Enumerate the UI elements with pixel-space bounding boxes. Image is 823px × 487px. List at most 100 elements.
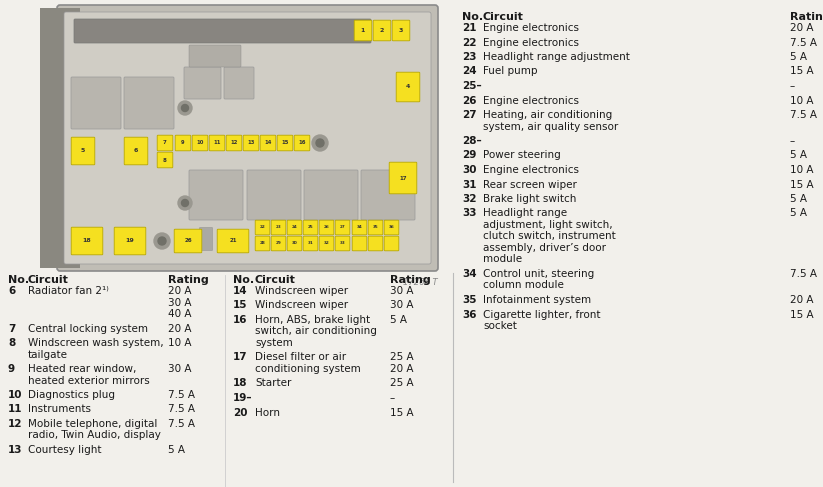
Text: clutch switch, instrument: clutch switch, instrument	[483, 231, 616, 242]
Text: 13: 13	[8, 445, 22, 455]
Text: adjustment, light switch,: adjustment, light switch,	[483, 220, 612, 230]
Text: 18: 18	[82, 239, 91, 244]
FancyBboxPatch shape	[304, 170, 358, 220]
Text: 25 A: 25 A	[390, 378, 414, 389]
FancyBboxPatch shape	[384, 236, 399, 251]
FancyBboxPatch shape	[209, 135, 225, 151]
Text: 24: 24	[462, 67, 477, 76]
Text: 26: 26	[323, 225, 329, 229]
Text: Central locking system: Central locking system	[28, 323, 148, 334]
Text: 5 A: 5 A	[790, 208, 807, 219]
Text: Fuel pump: Fuel pump	[483, 67, 537, 76]
Text: 31: 31	[462, 180, 477, 189]
FancyBboxPatch shape	[287, 220, 302, 235]
Text: module: module	[483, 255, 522, 264]
Text: Circuit: Circuit	[255, 275, 296, 285]
FancyBboxPatch shape	[319, 236, 334, 251]
Text: 14: 14	[233, 286, 248, 296]
Text: 20 A: 20 A	[168, 323, 192, 334]
FancyBboxPatch shape	[352, 236, 367, 251]
Text: 36: 36	[388, 225, 394, 229]
FancyBboxPatch shape	[184, 67, 221, 99]
FancyBboxPatch shape	[72, 227, 103, 255]
Text: 5 A: 5 A	[790, 194, 807, 204]
Text: 40 A: 40 A	[168, 309, 192, 319]
FancyBboxPatch shape	[193, 135, 207, 151]
Text: 7.5 A: 7.5 A	[168, 419, 195, 429]
FancyBboxPatch shape	[272, 220, 286, 235]
Text: 31: 31	[308, 242, 314, 245]
FancyBboxPatch shape	[303, 220, 318, 235]
Text: 17264 T: 17264 T	[403, 278, 438, 287]
FancyBboxPatch shape	[260, 135, 276, 151]
Text: 12: 12	[230, 141, 238, 146]
Text: 26: 26	[462, 95, 477, 106]
Text: 21: 21	[462, 23, 477, 33]
Text: 9: 9	[181, 141, 185, 146]
Text: 15 A: 15 A	[790, 180, 814, 189]
Text: 20 A: 20 A	[790, 295, 813, 305]
Text: 32: 32	[323, 242, 329, 245]
Text: 33: 33	[462, 208, 477, 219]
FancyBboxPatch shape	[71, 77, 121, 129]
Text: 28–: 28–	[462, 136, 481, 146]
FancyBboxPatch shape	[373, 20, 391, 41]
Text: No.: No.	[233, 275, 254, 285]
Text: socket: socket	[483, 321, 517, 331]
Text: Circuit: Circuit	[28, 275, 69, 285]
Text: Heating, air conditioning: Heating, air conditioning	[483, 110, 612, 120]
FancyBboxPatch shape	[361, 170, 415, 220]
Text: radio, Twin Audio, display: radio, Twin Audio, display	[28, 431, 160, 441]
FancyBboxPatch shape	[352, 220, 367, 235]
Text: 10: 10	[197, 141, 203, 146]
Text: system, air quality sensor: system, air quality sensor	[483, 121, 618, 131]
Text: Engine electronics: Engine electronics	[483, 165, 579, 175]
Text: 7.5 A: 7.5 A	[790, 37, 817, 48]
Text: 7.5 A: 7.5 A	[168, 390, 195, 400]
Text: Infotainment system: Infotainment system	[483, 295, 591, 305]
Text: 7.5 A: 7.5 A	[790, 110, 817, 120]
Text: –: –	[390, 393, 395, 403]
FancyBboxPatch shape	[124, 77, 174, 129]
FancyBboxPatch shape	[368, 236, 383, 251]
FancyBboxPatch shape	[114, 227, 146, 255]
Text: 34: 34	[462, 269, 477, 279]
Text: 15 A: 15 A	[390, 408, 414, 417]
Text: 25 A: 25 A	[390, 353, 414, 362]
Text: 5 A: 5 A	[168, 445, 185, 455]
FancyBboxPatch shape	[244, 135, 258, 151]
Circle shape	[182, 200, 188, 206]
Text: 19–: 19–	[233, 393, 253, 403]
Text: 30 A: 30 A	[390, 300, 413, 311]
FancyBboxPatch shape	[157, 152, 173, 168]
Text: 30 A: 30 A	[390, 286, 413, 296]
Text: Engine electronics: Engine electronics	[483, 95, 579, 106]
Text: Brake light switch: Brake light switch	[483, 194, 576, 204]
FancyBboxPatch shape	[272, 236, 286, 251]
FancyBboxPatch shape	[335, 236, 350, 251]
FancyBboxPatch shape	[124, 137, 148, 165]
Text: 18: 18	[233, 378, 248, 389]
FancyBboxPatch shape	[393, 20, 410, 41]
Text: 11: 11	[213, 141, 221, 146]
Text: Rating: Rating	[390, 275, 430, 285]
Text: No.: No.	[462, 12, 483, 22]
Text: Diagnostics plug: Diagnostics plug	[28, 390, 115, 400]
FancyBboxPatch shape	[189, 170, 243, 220]
Text: 33: 33	[340, 242, 346, 245]
Circle shape	[316, 139, 324, 147]
FancyBboxPatch shape	[319, 220, 334, 235]
Text: Horn, ABS, brake light: Horn, ABS, brake light	[255, 315, 370, 325]
Text: 2: 2	[379, 28, 384, 33]
Text: Engine electronics: Engine electronics	[483, 23, 579, 33]
Text: Headlight range adjustment: Headlight range adjustment	[483, 52, 630, 62]
Text: 15: 15	[281, 141, 289, 146]
Text: 9: 9	[8, 364, 15, 374]
Text: 19: 19	[126, 239, 134, 244]
Text: 30: 30	[462, 165, 477, 175]
Text: 20: 20	[233, 408, 248, 417]
FancyBboxPatch shape	[224, 67, 254, 99]
FancyBboxPatch shape	[294, 135, 309, 151]
Text: 5 A: 5 A	[390, 315, 407, 325]
Text: No.: No.	[8, 275, 29, 285]
